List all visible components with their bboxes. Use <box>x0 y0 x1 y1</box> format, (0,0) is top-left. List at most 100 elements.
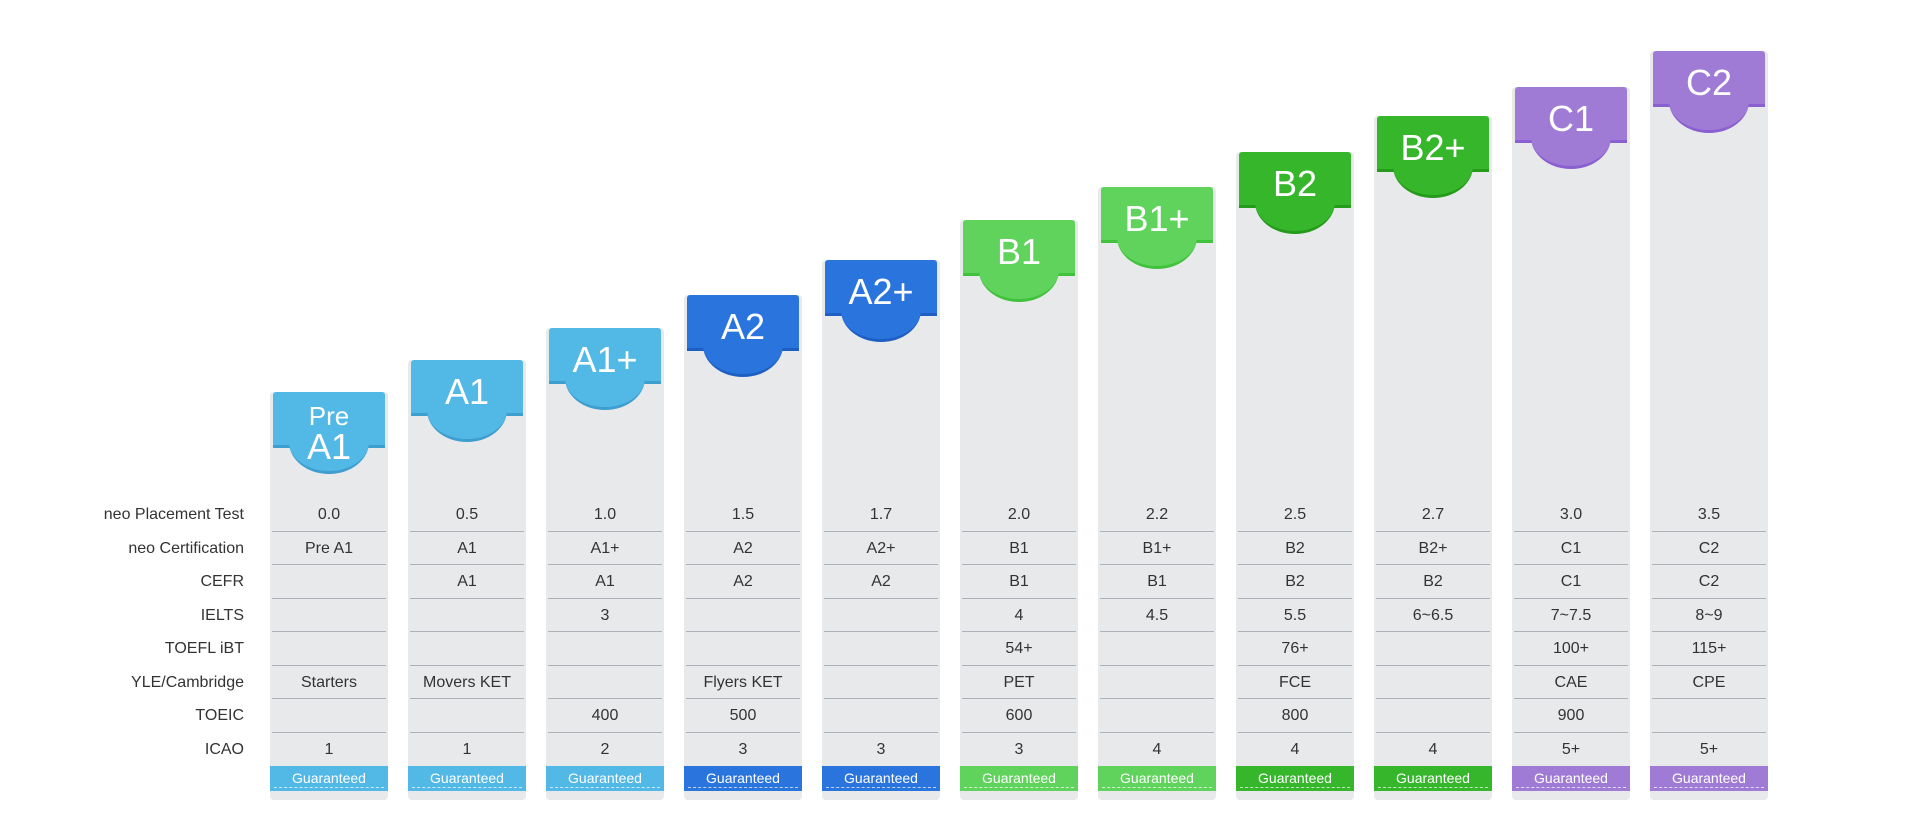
row-divider <box>686 698 800 699</box>
level-cell: B2 <box>1285 573 1305 590</box>
level-cell: 0.0 <box>317 506 341 523</box>
level-cell: A1 <box>457 539 477 557</box>
level-badge-line: A2 <box>720 306 766 347</box>
level-cell: B1 <box>1009 573 1029 590</box>
row-divider <box>686 631 800 632</box>
row-divider <box>1514 597 1628 599</box>
row-divider <box>410 597 524 599</box>
level-cell: C1 <box>1560 573 1582 590</box>
row-divider <box>272 597 386 599</box>
row-label: ICAO <box>204 740 244 758</box>
row-divider <box>410 731 524 733</box>
level-badge <box>411 360 523 416</box>
badge-tab-shape <box>841 310 921 342</box>
level-cell: 1 <box>324 740 334 758</box>
level-cell: 2.5 <box>1283 506 1307 523</box>
row-divider <box>1514 631 1628 632</box>
level-cell: 2.7 <box>1421 506 1445 523</box>
level-cell: 4 <box>1290 740 1300 758</box>
level-cell: 100+ <box>1552 640 1590 657</box>
level-column: A1 <box>408 360 526 800</box>
row-divider <box>1100 631 1214 632</box>
row-divider <box>548 731 662 733</box>
badge-tab-shape <box>1117 237 1197 269</box>
badge-tab-shape <box>979 270 1059 302</box>
level-cell: 3.5 <box>1697 506 1721 523</box>
row-divider <box>962 731 1076 733</box>
level-cell: A1+ <box>590 539 620 557</box>
row-divider <box>962 631 1076 632</box>
level-cell: FCE <box>1279 673 1311 691</box>
guaranteed-bar: Guaranteed <box>1374 766 1492 791</box>
level-cell: B2+ <box>1418 539 1448 557</box>
level-cell: 8~9 <box>1695 606 1723 624</box>
guaranteed-bar: Guaranteed <box>270 766 388 791</box>
row-divider <box>962 597 1076 599</box>
row-divider <box>686 664 800 666</box>
level-cell: 54+ <box>1005 640 1033 657</box>
level-cell: 3 <box>876 740 886 758</box>
level-column: A2 <box>684 295 802 800</box>
level-badge-line: C1 <box>1547 98 1595 139</box>
level-cell: C2 <box>1698 539 1720 557</box>
row-divider <box>1238 664 1352 666</box>
row-divider <box>1652 698 1766 699</box>
row-divider <box>1376 698 1490 699</box>
row-divider <box>1238 530 1352 532</box>
row-label: neo Certification <box>128 539 244 557</box>
level-badge-label: A1+ <box>546 340 664 380</box>
level-cell: C2 <box>1698 573 1720 590</box>
level-column: B2+ <box>1374 116 1492 800</box>
row-divider <box>1376 597 1490 599</box>
row-divider <box>1238 698 1352 699</box>
level-badge-line: B1 <box>996 231 1042 272</box>
level-badge-label: A2+ <box>822 272 940 312</box>
level-cell: 2.0 <box>1007 506 1031 523</box>
level-cell: B2 <box>1285 539 1305 557</box>
level-cell: 6~6.5 <box>1412 606 1454 624</box>
level-badge-label: A1 <box>408 372 526 412</box>
row-divider <box>548 597 662 599</box>
badge-tab-shape <box>1255 202 1335 234</box>
row-divider <box>1514 564 1628 565</box>
row-divider <box>824 631 938 632</box>
row-divider <box>686 597 800 599</box>
badge-tab-shape <box>1393 166 1473 198</box>
level-cell: 4 <box>1014 606 1024 624</box>
row-divider <box>824 731 938 733</box>
level-cell: C1 <box>1560 539 1582 557</box>
level-badge-line: A1+ <box>572 339 638 380</box>
level-cell: 1.5 <box>731 506 755 523</box>
level-column: B2 <box>1236 152 1354 800</box>
level-badge-label: B1+ <box>1098 199 1216 239</box>
row-divider <box>962 664 1076 666</box>
guaranteed-bar: Guaranteed <box>1236 766 1354 791</box>
row-divider <box>272 664 386 666</box>
row-label: neo Placement Test <box>103 506 244 523</box>
level-cell: 2.2 <box>1145 506 1169 523</box>
level-column: C1 <box>1512 87 1630 800</box>
level-badge-line: A1 <box>444 371 490 412</box>
level-cell: 1.0 <box>593 506 617 523</box>
level-badge-label: C2 <box>1650 63 1768 103</box>
level-cell: CPE <box>1692 673 1726 691</box>
row-divider <box>1100 597 1214 599</box>
row-divider <box>548 631 662 632</box>
badge-tab-shape <box>1531 137 1611 169</box>
level-cell: 3 <box>600 606 610 624</box>
level-badge <box>1101 187 1213 243</box>
row-divider <box>824 597 938 599</box>
level-badge-line: C2 <box>1685 62 1733 103</box>
row-divider <box>272 698 386 699</box>
row-divider <box>1652 731 1766 733</box>
level-cell: Pre A1 <box>304 539 354 557</box>
row-divider <box>824 564 938 565</box>
level-cell: A2 <box>733 573 753 590</box>
level-column: Pre A1 <box>270 392 388 800</box>
row-divider <box>1238 631 1352 632</box>
row-divider <box>824 664 938 666</box>
level-column: B1 <box>960 220 1078 800</box>
row-divider <box>1100 664 1214 666</box>
badge-tab-shape <box>427 410 507 442</box>
